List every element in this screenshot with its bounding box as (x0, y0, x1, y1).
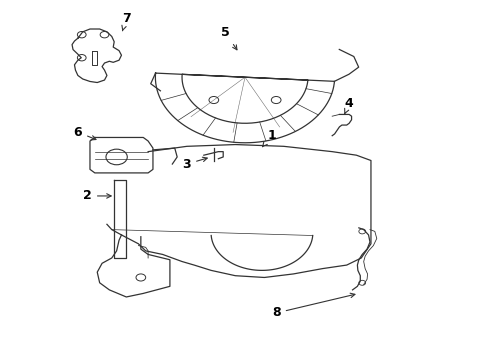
Text: 6: 6 (74, 126, 96, 140)
Text: 8: 8 (272, 293, 355, 319)
Text: 7: 7 (122, 12, 131, 31)
Text: 4: 4 (344, 97, 353, 113)
Text: 5: 5 (221, 26, 237, 50)
Text: 1: 1 (263, 129, 276, 147)
Text: 3: 3 (183, 157, 207, 171)
Text: 2: 2 (83, 189, 111, 202)
